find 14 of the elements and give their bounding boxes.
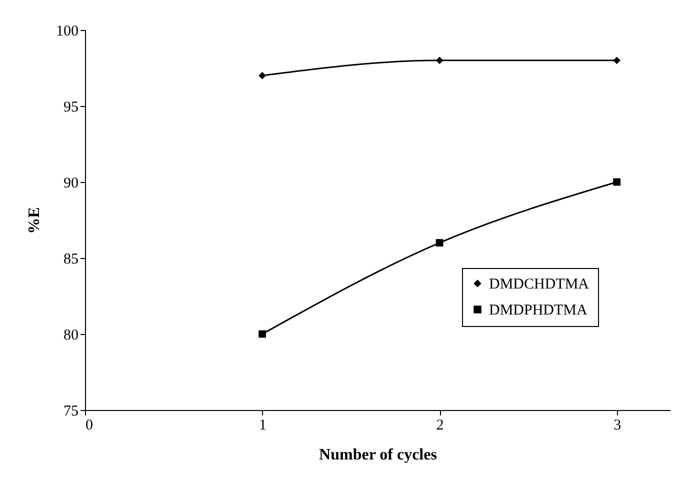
legend-label: DMDCHDTMA (489, 276, 590, 292)
y-tick-label: 100 (56, 24, 78, 40)
x-tick-label: 1 (259, 418, 267, 434)
x-axis-title: Number of cycles (319, 446, 437, 464)
x-tick-label: 0 (86, 418, 93, 434)
y-tick-label: 90 (64, 176, 78, 192)
y-tick-label: 75 (64, 404, 78, 420)
x-tick-label: 3 (614, 418, 622, 434)
legend-label: DMDPHDTMA (489, 302, 588, 318)
y-tick-label: 80 (64, 328, 78, 344)
y-tick-label: 85 (64, 252, 78, 268)
y-tick-label: 95 (64, 100, 78, 116)
y-axis-title: %E (26, 207, 43, 234)
x-tick-label: 2 (436, 418, 444, 434)
